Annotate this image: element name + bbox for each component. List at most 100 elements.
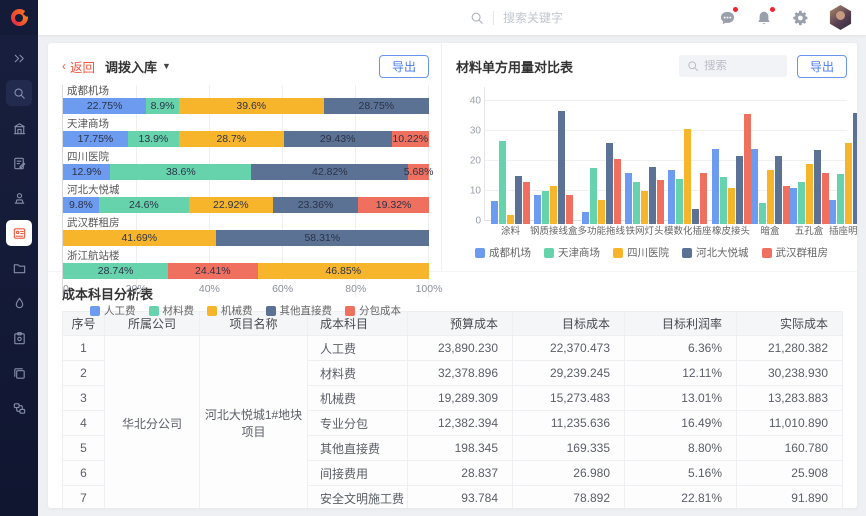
bar-武汉群租房[interactable] — [743, 114, 751, 224]
export-button-left[interactable]: 导出 — [378, 54, 429, 78]
messages-button[interactable] — [718, 6, 738, 27]
bar-segment-人工费[interactable]: 9.8% — [63, 197, 99, 213]
legend-item-材料费[interactable]: 材料费 — [148, 303, 194, 318]
bar-武汉群租房[interactable] — [700, 173, 708, 224]
sidebar-item-user-stamp[interactable] — [6, 185, 32, 211]
legend-item-机械费[interactable]: 机械费 — [207, 303, 253, 318]
collapse-icon[interactable] — [6, 45, 32, 71]
bar-天津商场[interactable] — [676, 179, 684, 224]
bar-河北大悦城[interactable] — [692, 209, 700, 224]
bar-成都机场[interactable] — [491, 201, 498, 224]
bar-四川医院[interactable] — [844, 143, 852, 224]
bar-河北大悦城[interactable] — [558, 111, 566, 224]
bar-天津商场[interactable] — [589, 168, 597, 224]
bar-segment-机械费[interactable]: 41.69% — [63, 230, 216, 246]
bar-成都机场[interactable] — [750, 149, 758, 224]
sidebar-item-building[interactable] — [6, 115, 32, 141]
bar-四川医院[interactable] — [805, 164, 813, 224]
chevron-down-icon[interactable]: ▼ — [162, 61, 171, 71]
bar-四川医院[interactable] — [766, 170, 774, 224]
bar-segment-机械费[interactable]: 28.7% — [178, 131, 284, 147]
user-avatar[interactable] — [829, 5, 852, 30]
legend-item-成都机场[interactable]: 成都机场 — [475, 245, 531, 260]
legend-item-人工费[interactable]: 人工费 — [90, 303, 136, 318]
bar-segment-其他直接费[interactable]: 58.31% — [215, 230, 429, 246]
chart-search-input[interactable] — [703, 60, 774, 72]
app-logo[interactable] — [0, 0, 38, 35]
legend-item-天津商场[interactable]: 天津商场 — [544, 245, 600, 260]
bar-成都机场[interactable] — [828, 200, 836, 224]
bar-成都机场[interactable] — [668, 170, 676, 224]
bar-segment-分包成本[interactable]: 5.68% — [403, 164, 434, 180]
legend-item-河北大悦城[interactable]: 河北大悦城 — [682, 245, 749, 260]
bar-segment-分包成本[interactable]: 19.32% — [358, 197, 429, 213]
settings-button[interactable] — [792, 9, 810, 27]
bar-segment-材料费[interactable]: 24.6% — [98, 197, 189, 213]
bar-四川医院[interactable] — [597, 200, 605, 224]
bar-segment-机械费[interactable]: 39.6% — [178, 98, 324, 114]
bar-武汉群租房[interactable] — [613, 159, 621, 224]
bar-segment-人工费[interactable]: 22.75% — [63, 98, 147, 114]
sidebar-item-material-card[interactable] — [6, 220, 32, 246]
bar-天津商场[interactable] — [633, 182, 641, 224]
bar-segment-材料费[interactable]: 28.74% — [63, 263, 169, 279]
bar-成都机场[interactable] — [789, 188, 797, 224]
global-search-input[interactable] — [503, 10, 613, 25]
bar-segment-分包成本[interactable]: 10.22% — [391, 131, 429, 147]
bar-河北大悦城[interactable] — [774, 156, 782, 224]
bar-天津商场[interactable] — [719, 177, 727, 224]
bar-河北大悦城[interactable] — [735, 156, 743, 224]
bar-四川医院[interactable] — [641, 191, 649, 224]
bar-武汉群租房[interactable] — [782, 186, 790, 224]
bar-天津商场[interactable] — [542, 191, 550, 224]
bar-武汉群租房[interactable] — [657, 180, 665, 224]
bar-segment-材料费[interactable]: 13.9% — [127, 131, 179, 147]
bar-四川医院[interactable] — [550, 186, 558, 224]
sidebar-item-folder[interactable] — [6, 255, 32, 281]
legend-item-四川医院[interactable]: 四川医院 — [613, 245, 669, 260]
sidebar-item-search[interactable] — [6, 80, 32, 106]
bar-segment-机械费[interactable]: 46.85% — [257, 263, 429, 279]
bar-河北大悦城[interactable] — [515, 176, 522, 224]
sidebar-item-transfer-flow[interactable] — [6, 395, 32, 421]
global-search[interactable] — [470, 10, 613, 25]
legend-item-分包成本[interactable]: 分包成本 — [345, 303, 401, 318]
notifications-button[interactable] — [755, 6, 775, 27]
bar-四川医院[interactable] — [727, 188, 735, 224]
bar-武汉群租房[interactable] — [821, 173, 829, 224]
bar-河北大悦城[interactable] — [649, 167, 657, 224]
bar-segment-材料费[interactable]: 8.9% — [146, 98, 179, 114]
bar-segment-分包成本[interactable]: 24.41% — [168, 263, 258, 279]
bar-成都机场[interactable] — [534, 195, 542, 224]
bar-天津商场[interactable] — [499, 141, 506, 224]
bar-segment-材料费[interactable]: 38.6% — [110, 164, 252, 180]
bar-天津商场[interactable] — [758, 203, 766, 224]
bar-四川医院[interactable] — [507, 215, 514, 224]
sidebar-item-clipboard-gear[interactable] — [6, 325, 32, 351]
bar-segment-机械费[interactable]: 22.92% — [188, 197, 273, 213]
bar-成都机场[interactable] — [581, 212, 589, 224]
bar-武汉群租房[interactable] — [523, 182, 530, 224]
legend-item-武汉群租房[interactable]: 武汉群租房 — [761, 245, 828, 260]
bar-河北大悦城[interactable] — [605, 143, 613, 224]
export-button-right[interactable]: 导出 — [796, 54, 847, 78]
legend-item-其他直接费[interactable]: 其他直接费 — [265, 303, 332, 318]
bar-武汉群租房[interactable] — [566, 195, 574, 224]
bar-河北大悦城[interactable] — [852, 113, 857, 224]
back-link[interactable]: ‹ 返回 — [62, 59, 96, 75]
bar-成都机场[interactable] — [711, 149, 719, 224]
bar-segment-其他直接费[interactable]: 23.36% — [272, 197, 359, 213]
bar-segment-其他直接费[interactable]: 29.43% — [283, 131, 392, 147]
bar-segment-其他直接费[interactable]: 28.75% — [323, 98, 429, 114]
bar-segment-人工费[interactable]: 12.9% — [63, 164, 111, 180]
bar-河北大悦城[interactable] — [813, 150, 821, 224]
bar-天津商场[interactable] — [797, 182, 805, 224]
chart-search[interactable] — [678, 55, 787, 77]
bar-segment-其他直接费[interactable]: 42.82% — [251, 164, 409, 180]
bar-天津商场[interactable] — [836, 174, 844, 224]
sidebar-item-water-drop[interactable] — [6, 290, 32, 316]
bar-四川医院[interactable] — [684, 129, 692, 224]
sidebar-item-document-edit[interactable] — [6, 150, 32, 176]
bar-成都机场[interactable] — [625, 173, 633, 224]
bar-segment-人工费[interactable]: 17.75% — [63, 131, 128, 147]
